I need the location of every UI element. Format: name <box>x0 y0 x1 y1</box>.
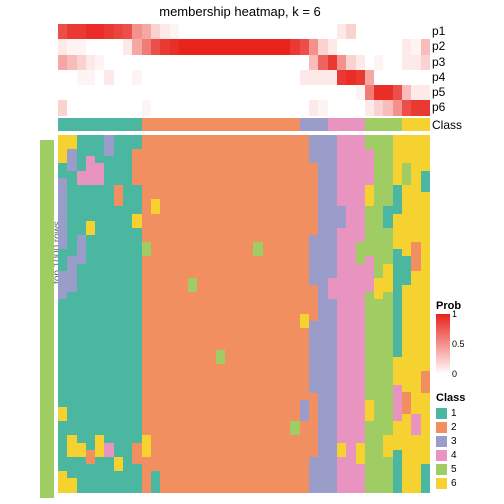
sampling-strip <box>40 140 54 498</box>
class-row-label: Class <box>432 118 462 132</box>
prob-gradient-bar: 10.50 <box>436 314 450 374</box>
class-annotation-bar <box>58 118 430 131</box>
probability-rows <box>58 24 430 116</box>
heatmap-plot <box>58 24 430 498</box>
class-legend: Class 123456 <box>436 392 465 490</box>
main-heatmap <box>58 135 430 493</box>
prob-row-labels: p1p2p3p4p5p6 <box>432 24 445 116</box>
prob-legend: Prob 10.50 <box>436 300 496 374</box>
